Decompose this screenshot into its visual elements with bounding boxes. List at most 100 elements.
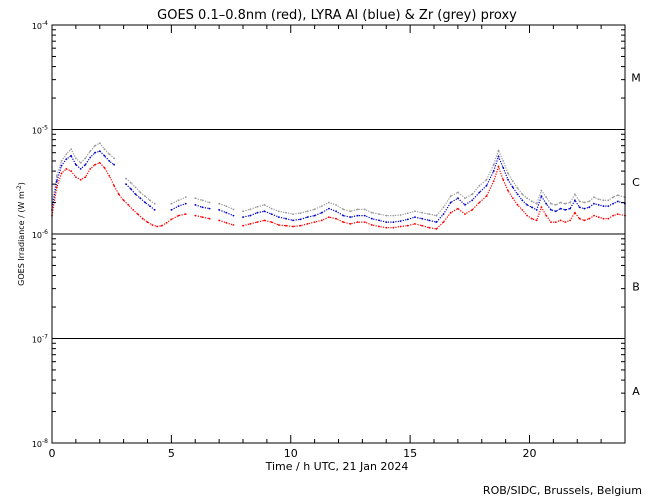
data-point <box>117 193 120 196</box>
data-point <box>270 213 273 216</box>
data-point <box>597 204 600 206</box>
flare-class-label: C <box>632 176 640 189</box>
data-point <box>285 217 287 220</box>
data-point <box>55 180 58 183</box>
data-point <box>201 216 204 219</box>
data-point <box>177 214 180 217</box>
data-point <box>263 204 266 206</box>
data-point <box>113 184 115 187</box>
data-point <box>263 210 266 213</box>
data-point <box>597 198 600 201</box>
series-trace <box>51 142 115 205</box>
data-point <box>299 212 302 215</box>
data-point <box>153 209 156 211</box>
data-point <box>531 217 533 220</box>
data-point <box>516 204 519 206</box>
data-point <box>184 196 187 199</box>
data-point <box>428 219 431 222</box>
data-point <box>449 211 452 214</box>
data-point <box>184 213 187 216</box>
data-point <box>306 223 309 225</box>
data-point <box>218 202 221 205</box>
data-point <box>507 172 509 175</box>
data-point <box>70 148 72 151</box>
data-point <box>371 211 373 214</box>
data-point <box>208 217 211 220</box>
data-point <box>602 199 605 202</box>
data-point <box>406 224 409 227</box>
data-point <box>94 163 96 166</box>
data-point <box>328 216 330 219</box>
data-point <box>616 213 619 216</box>
data-point <box>406 212 409 215</box>
data-point <box>292 213 294 216</box>
data-point <box>249 214 252 217</box>
data-point <box>457 197 459 200</box>
data-point <box>414 210 416 213</box>
data-point <box>588 200 591 203</box>
data-point <box>540 195 543 198</box>
data-point <box>285 211 287 214</box>
data-point <box>471 209 474 211</box>
data-point <box>225 205 228 208</box>
data-point <box>421 224 423 227</box>
data-point <box>156 225 159 228</box>
data-point <box>497 155 500 158</box>
data-point <box>392 214 395 217</box>
data-point <box>535 209 538 211</box>
y-tick-label: 10-8 <box>32 438 48 449</box>
data-point <box>349 216 352 219</box>
data-point <box>583 219 586 222</box>
data-point <box>502 160 505 162</box>
data-point <box>342 221 345 224</box>
data-point <box>540 206 543 209</box>
data-point <box>414 223 416 225</box>
data-point <box>306 216 309 219</box>
data-point <box>569 201 571 204</box>
data-point <box>478 191 481 194</box>
data-point <box>485 195 488 198</box>
data-point <box>132 209 135 211</box>
data-point <box>554 210 557 213</box>
data-point <box>616 200 619 203</box>
data-point <box>194 214 197 217</box>
series-trace <box>242 148 626 217</box>
data-point <box>545 196 548 199</box>
data-point <box>531 206 533 209</box>
data-point <box>363 214 366 217</box>
data-point <box>65 153 68 156</box>
x-tick-label: 10 <box>284 447 298 460</box>
data-point <box>535 219 538 222</box>
data-point <box>89 150 92 153</box>
data-point <box>208 207 211 210</box>
series-zr <box>51 142 626 217</box>
data-point <box>449 195 452 198</box>
data-point <box>320 211 323 214</box>
data-point <box>392 226 395 229</box>
data-point <box>55 175 58 177</box>
data-point <box>320 205 323 208</box>
data-point <box>242 216 244 219</box>
data-point <box>363 221 366 224</box>
data-point <box>574 199 576 202</box>
data-point <box>583 201 586 204</box>
data-point <box>478 201 481 204</box>
data-point <box>356 208 359 211</box>
data-point <box>129 181 132 184</box>
data-point <box>134 193 137 196</box>
data-point <box>94 151 96 154</box>
data-point <box>531 200 533 203</box>
data-point <box>232 208 235 211</box>
data-point <box>356 214 359 217</box>
data-point <box>299 218 302 221</box>
data-point <box>564 209 567 211</box>
data-point <box>89 168 92 170</box>
data-point <box>535 202 538 205</box>
data-point <box>464 204 466 206</box>
data-point <box>478 184 481 187</box>
data-point <box>593 202 595 205</box>
data-point <box>497 149 500 152</box>
data-point <box>442 221 445 224</box>
x-tick-label: 0 <box>49 447 56 460</box>
data-point <box>569 219 571 222</box>
